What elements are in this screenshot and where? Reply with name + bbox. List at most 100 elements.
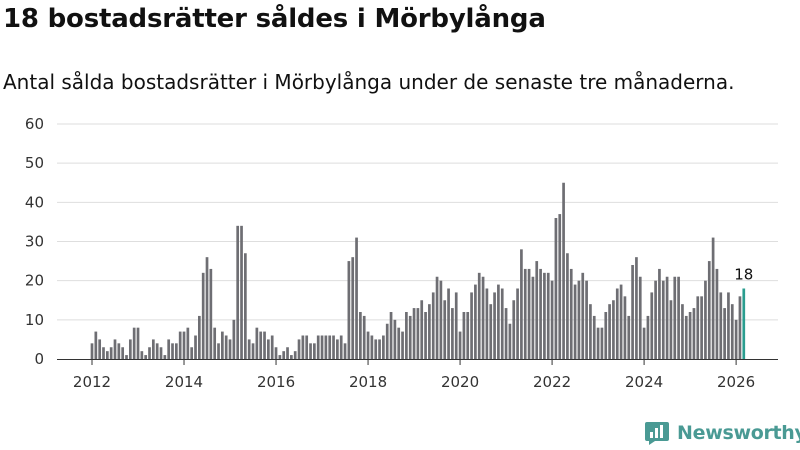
- bar-137: [615, 288, 619, 359]
- bar-139: [623, 296, 627, 359]
- bar-106: [497, 284, 500, 359]
- bar-55: [301, 335, 305, 359]
- bar-47: [270, 335, 274, 359]
- y-tick-label-40: 40: [25, 193, 44, 211]
- bar-43: [255, 327, 259, 359]
- bar-60: [320, 335, 324, 359]
- bar-96: [458, 331, 462, 359]
- bar-91: [439, 280, 443, 359]
- bar-3: [102, 347, 105, 359]
- latest-value-label: 18: [734, 266, 753, 284]
- annotations: 18: [734, 266, 753, 284]
- bar-7: [117, 343, 121, 359]
- bar-21: [171, 343, 174, 359]
- bar-164: [719, 292, 723, 359]
- bar-135: [608, 304, 611, 359]
- bar-95: [454, 292, 458, 359]
- bar-142: [635, 257, 638, 359]
- bar-75: [378, 339, 381, 359]
- bar-85: [416, 308, 420, 359]
- bar-71: [362, 315, 366, 359]
- bar-148: [658, 268, 661, 359]
- bar-88: [428, 304, 431, 359]
- bar-112: [520, 249, 523, 359]
- x-tick-label-2016: 2016: [257, 373, 295, 391]
- bar-144: [642, 327, 646, 359]
- y-tick-label-50: 50: [25, 154, 44, 172]
- bar-117: [539, 268, 542, 359]
- bar-87: [424, 312, 427, 359]
- bar-56: [305, 335, 309, 359]
- bar-126: [573, 284, 577, 359]
- bar-118: [543, 272, 546, 359]
- bar-14: [144, 355, 148, 359]
- bar-105: [493, 292, 496, 359]
- bar-28: [198, 315, 201, 359]
- bar-40: [244, 253, 247, 359]
- bar-150: [665, 276, 669, 359]
- bar-90: [435, 276, 439, 359]
- bar-39: [240, 225, 243, 359]
- bar-127: [577, 280, 581, 359]
- bar-9: [125, 355, 128, 359]
- bar-22: [175, 343, 178, 359]
- bar-4: [105, 351, 109, 359]
- bar-162: [711, 237, 715, 359]
- bar-111: [516, 288, 519, 359]
- y-axis-labels: 0 10 20 30 40 50 60: [25, 115, 44, 368]
- bar-52: [290, 355, 293, 359]
- bar-18: [159, 347, 163, 359]
- bar-100: [474, 284, 477, 359]
- bar-153: [677, 276, 680, 359]
- y-tick-label-30: 30: [25, 233, 44, 251]
- bar-76: [382, 335, 385, 359]
- bar-45: [263, 331, 266, 359]
- chart-title: 18 bostadsrätter såldes i Mörbylånga: [3, 4, 546, 34]
- bar-157: [692, 308, 696, 359]
- x-axis-ticks: 2012 2014 2016 2018 2020 2022 2024 2026: [73, 360, 755, 391]
- bar-159: [700, 296, 703, 359]
- bar-143: [638, 276, 642, 359]
- bar-70: [359, 312, 362, 359]
- bar-84: [412, 308, 416, 359]
- bar-141: [631, 265, 634, 359]
- bar-101: [477, 272, 481, 359]
- bar-122: [558, 214, 562, 359]
- bar-80: [397, 327, 401, 359]
- bar-49: [278, 355, 282, 359]
- bar-79: [393, 319, 397, 359]
- bar-98: [466, 312, 470, 359]
- bar-104: [489, 304, 493, 359]
- bar-109: [508, 323, 512, 359]
- bar-50: [282, 351, 286, 359]
- bar-124: [566, 253, 569, 359]
- bar-156: [688, 312, 692, 359]
- bar-121: [554, 218, 558, 359]
- bar-86: [420, 300, 424, 359]
- x-tick-label-2022: 2022: [533, 373, 571, 391]
- bar-114: [527, 268, 531, 359]
- bar-163: [715, 268, 719, 359]
- bar-103: [485, 288, 489, 359]
- bar-20: [167, 339, 171, 359]
- bar-82: [405, 312, 408, 359]
- bar-latest: [742, 288, 746, 359]
- bar-10: [128, 339, 132, 359]
- bar-30: [205, 257, 209, 359]
- bar-42: [251, 343, 255, 359]
- bar-16: [151, 339, 155, 359]
- bar-161: [707, 261, 711, 359]
- bar-58: [313, 343, 316, 359]
- bar-72: [366, 331, 370, 359]
- bar-166: [727, 292, 730, 359]
- bar-73: [370, 335, 374, 359]
- bar-26: [190, 347, 194, 359]
- bar-169: [738, 296, 742, 359]
- bar-11: [132, 327, 136, 359]
- bar-116: [535, 261, 539, 359]
- bar-59: [316, 335, 320, 359]
- x-tick-label-2012: 2012: [73, 373, 111, 391]
- bar-110: [512, 300, 516, 359]
- bar-0: [90, 343, 94, 359]
